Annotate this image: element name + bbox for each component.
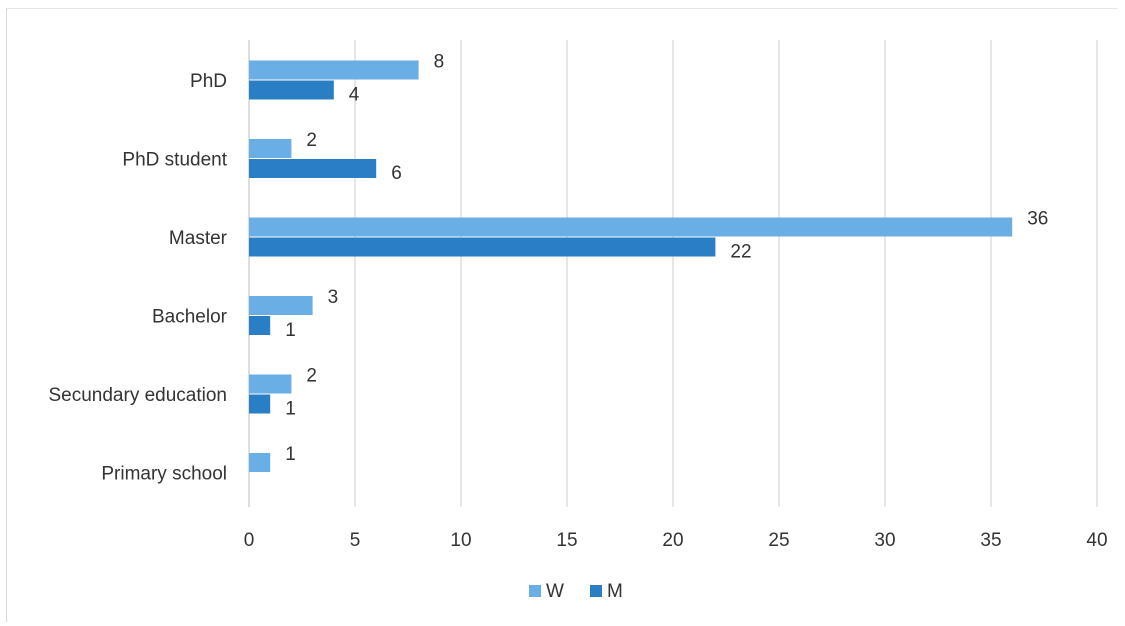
x-tick-label: 10 <box>450 530 471 551</box>
data-label: 1 <box>285 399 296 420</box>
chart-frame <box>6 8 1118 622</box>
bars <box>249 60 1013 472</box>
x-tick-label: 20 <box>662 530 683 551</box>
data-label: 6 <box>391 163 402 184</box>
x-tick-label: 40 <box>1086 530 1107 551</box>
data-label: 22 <box>730 242 751 263</box>
data-label: 36 <box>1027 209 1048 230</box>
category-label: PhD <box>190 71 227 92</box>
bar-w <box>249 139 292 158</box>
category-label: Primary school <box>101 464 227 485</box>
gridlines <box>248 40 1098 507</box>
x-tick-label: 15 <box>556 530 577 551</box>
legend-label: W <box>546 581 564 602</box>
x-tick-labels: 0 5 10 15 20 25 30 35 40 <box>244 530 1108 551</box>
legend-swatch <box>590 585 602 597</box>
data-label: 1 <box>285 320 296 341</box>
x-tick-label: 25 <box>768 530 789 551</box>
category-label: Secundary education <box>48 385 227 406</box>
category-labels: PhD PhD student Master Bachelor Secundary ed… <box>48 71 227 485</box>
data-label: 2 <box>306 366 317 387</box>
bar-w <box>249 374 292 394</box>
category-label: PhD student <box>122 150 227 171</box>
data-label: 4 <box>349 85 360 106</box>
bar-m <box>249 316 271 335</box>
x-tick-label: 5 <box>350 530 361 551</box>
data-label: 8 <box>434 52 445 73</box>
bar-m <box>249 237 716 257</box>
bar-m <box>249 80 334 100</box>
bar-m <box>249 159 377 178</box>
bar-w <box>249 60 419 80</box>
bar-w <box>249 296 313 315</box>
x-tick-label: 30 <box>874 530 895 551</box>
legend-swatch <box>529 585 541 597</box>
legend-label: M <box>607 581 623 602</box>
bar-w <box>249 453 271 472</box>
data-label: 1 <box>285 444 296 465</box>
data-label: 3 <box>328 287 339 308</box>
x-tick-label: 35 <box>980 530 1001 551</box>
bar-w <box>249 217 1013 237</box>
category-label: Bachelor <box>152 307 228 328</box>
data-label: 2 <box>306 130 317 151</box>
bar-m <box>249 394 271 414</box>
category-label: Master <box>169 228 228 249</box>
x-tick-label: 0 <box>244 530 255 551</box>
